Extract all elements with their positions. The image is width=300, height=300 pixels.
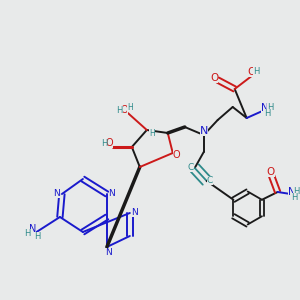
Text: N: N bbox=[131, 208, 138, 217]
Text: N: N bbox=[200, 126, 208, 136]
Text: H: H bbox=[253, 67, 259, 76]
Text: H: H bbox=[265, 109, 271, 118]
Text: C: C bbox=[188, 163, 194, 172]
Text: H: H bbox=[116, 106, 123, 115]
Text: N: N bbox=[105, 248, 112, 256]
Text: H: H bbox=[34, 232, 40, 242]
Text: H: H bbox=[25, 229, 31, 238]
Text: O: O bbox=[267, 167, 275, 177]
Text: N: N bbox=[288, 187, 296, 196]
Text: O: O bbox=[173, 150, 181, 161]
Text: H: H bbox=[267, 103, 273, 112]
Text: O: O bbox=[210, 73, 218, 82]
Text: C: C bbox=[207, 176, 213, 184]
Text: H: H bbox=[101, 139, 107, 148]
Text: H: H bbox=[293, 187, 299, 196]
Text: O: O bbox=[121, 105, 128, 115]
Text: O: O bbox=[248, 67, 256, 77]
Text: H: H bbox=[291, 193, 298, 202]
Text: H: H bbox=[127, 103, 133, 112]
Text: N: N bbox=[53, 189, 60, 198]
Text: N: N bbox=[28, 224, 36, 234]
Text: O: O bbox=[105, 138, 113, 148]
Text: H: H bbox=[149, 128, 155, 137]
Text: N: N bbox=[261, 103, 269, 112]
Text: N: N bbox=[109, 189, 115, 198]
